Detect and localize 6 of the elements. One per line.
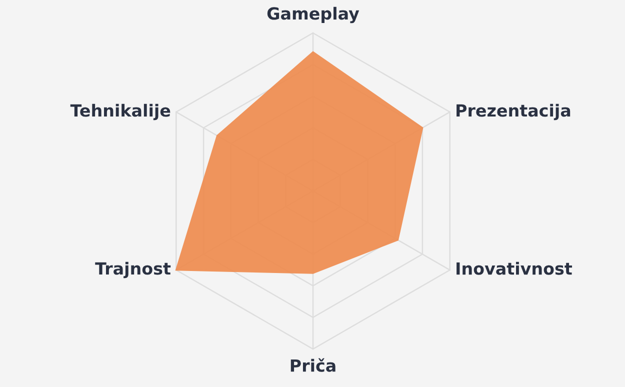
spoke-label: Prezentacija: [456, 104, 570, 120]
spoke-label: Gameplay: [267, 6, 360, 24]
spoke-label: Tehnikalije: [70, 104, 170, 120]
spoke-label: Inovativnost: [456, 262, 572, 275]
spoke-label: Priča: [290, 358, 336, 372]
spoke-label: Trajnost: [95, 262, 171, 278]
